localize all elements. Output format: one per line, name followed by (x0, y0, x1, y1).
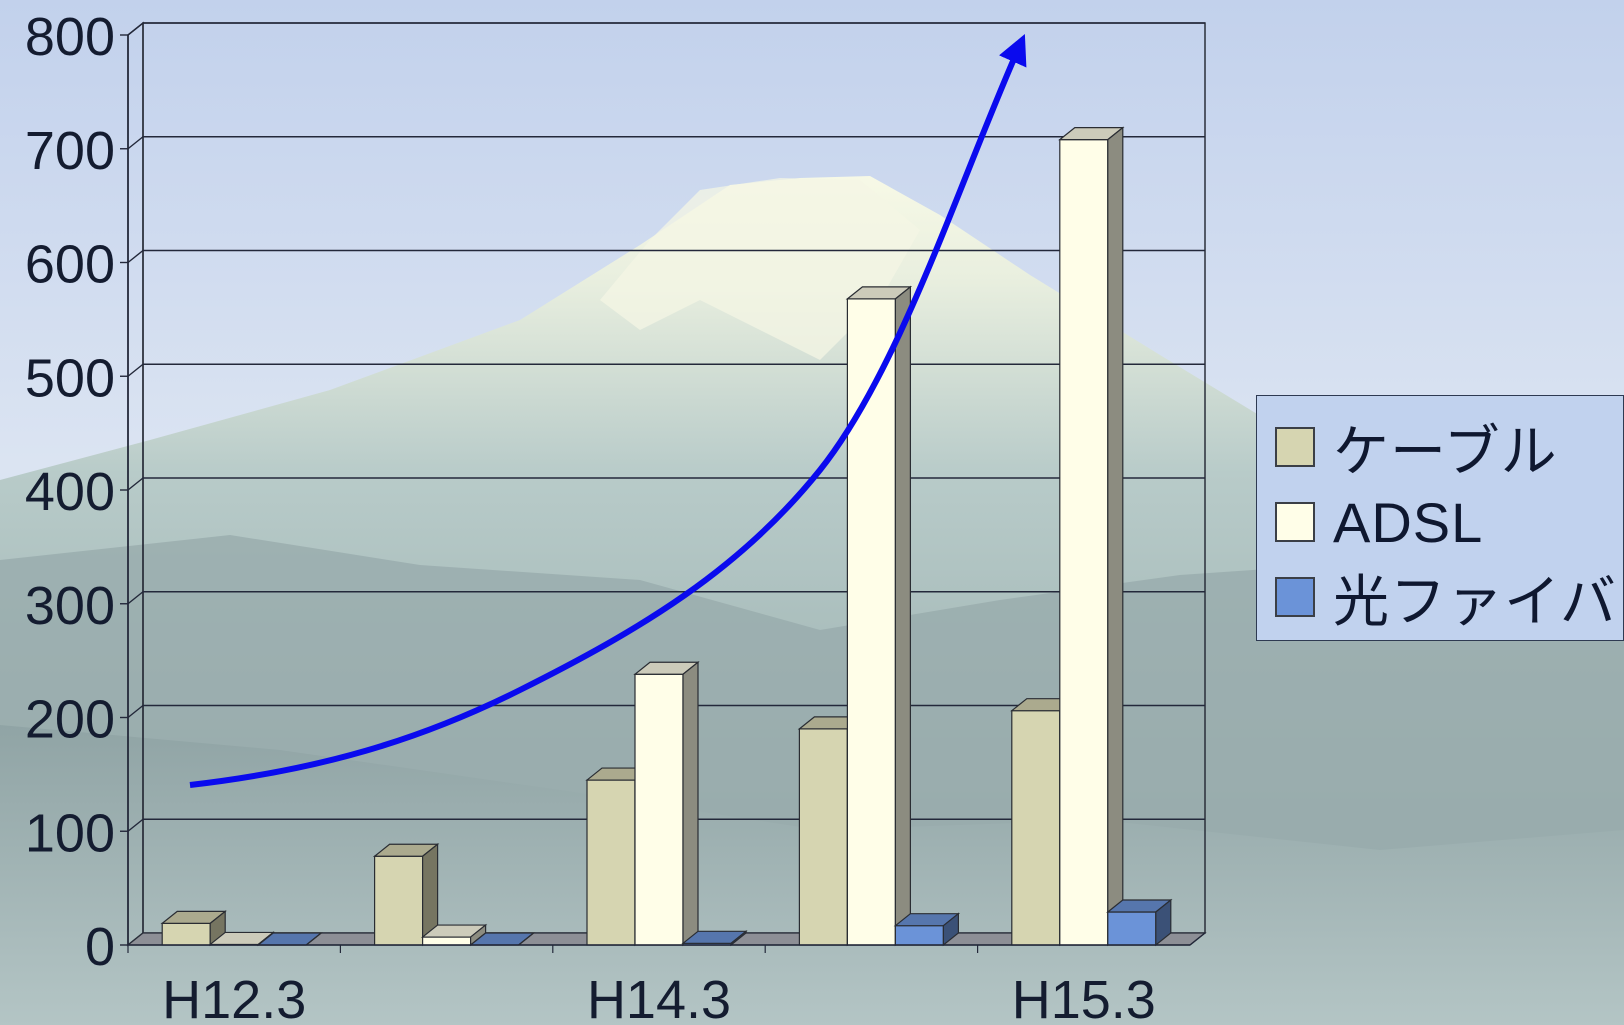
plot-area: 0 100 200 300 400 500 600 700 800 H12.3 H14.3 H15.3 (25, 7, 1207, 1025)
legend-item-fiber: 光ファイバ (1275, 567, 1617, 633)
bar-side (1107, 126, 1124, 947)
bar-side (942, 912, 960, 947)
x-tick-label: H12.3 (162, 970, 306, 1025)
x-tick-label: H15.3 (1012, 970, 1156, 1025)
gridline-side (127, 591, 144, 605)
y-tick-label: 500 (25, 348, 115, 408)
x-tick-label: H14.3 (587, 970, 731, 1025)
legend-swatch-fiber (1275, 577, 1315, 617)
y-tick-label: 800 (25, 7, 115, 67)
x-axis-corner (1189, 932, 1206, 946)
bar (422, 936, 472, 946)
bar-side (1155, 898, 1172, 947)
bar (894, 925, 945, 946)
gridline-side (127, 477, 144, 491)
bar-side (518, 932, 534, 946)
gridline-side (127, 22, 144, 36)
y-tick-label: 0 (85, 917, 115, 977)
y-tick-label: 600 (25, 235, 115, 295)
gridline-side (127, 136, 144, 150)
bar-side (682, 661, 699, 947)
legend-item-cable: ケーブル (1275, 417, 1558, 483)
gridline-side (127, 363, 144, 377)
gridline-side (127, 249, 144, 264)
y-tick-label: 200 (25, 690, 115, 750)
legend-label-fiber: 光ファイバ (1333, 569, 1617, 633)
trend-arrow (189, 34, 1027, 788)
bar (1107, 911, 1157, 946)
y-tick-label: 100 (25, 803, 115, 863)
chart-legend: ケーブル ADSL 光ファイバ (1256, 395, 1624, 641)
legend-swatch-adsl (1275, 502, 1315, 542)
bar (798, 728, 849, 946)
y-tick-label: 400 (25, 462, 115, 522)
y-tick-label: 300 (25, 576, 115, 636)
bar (374, 855, 424, 946)
legend-item-adsl: ADSL (1275, 490, 1484, 554)
bar (586, 779, 636, 946)
bar-side (894, 285, 912, 947)
bar-side (305, 932, 322, 946)
legend-label-cable: ケーブル (1333, 419, 1558, 483)
gridline-side (127, 704, 144, 719)
bar (1011, 710, 1061, 946)
bar (634, 673, 684, 946)
y-tick-label: 700 (25, 121, 115, 181)
legend-swatch-cable (1275, 427, 1315, 467)
bar (161, 922, 211, 946)
bar (846, 298, 897, 946)
legend-label-adsl: ADSL (1333, 490, 1484, 554)
bar (1059, 139, 1109, 946)
gridline-side (127, 818, 144, 832)
